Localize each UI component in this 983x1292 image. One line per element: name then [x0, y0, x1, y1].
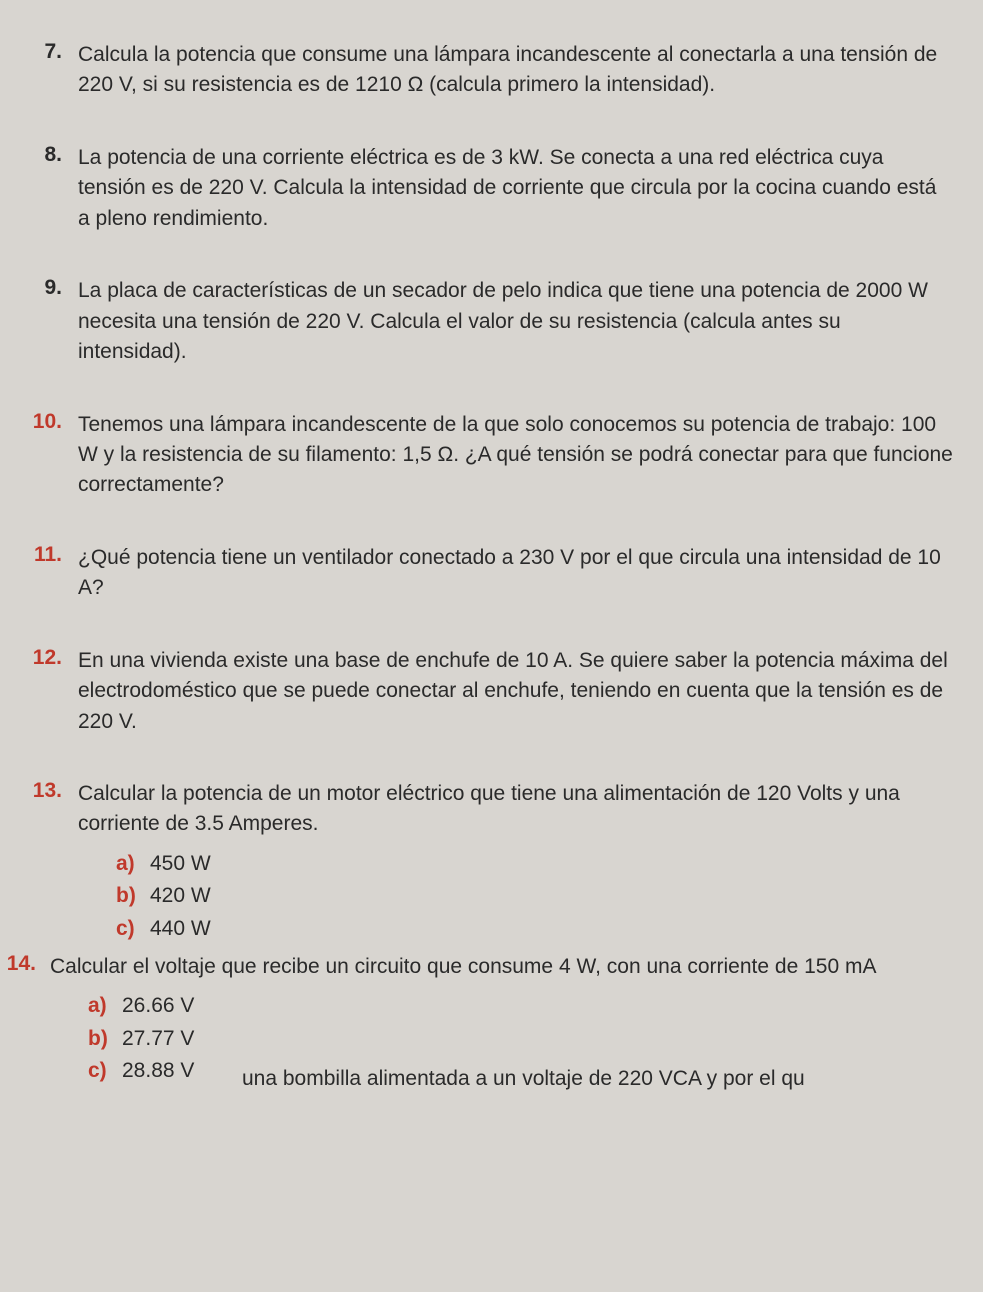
option-b: b) 27.77 V	[88, 1023, 953, 1056]
option-text: 26.66 V	[122, 990, 194, 1023]
question-number: 13.	[30, 779, 78, 803]
question-number: 12.	[30, 646, 78, 670]
option-label: c)	[116, 913, 150, 946]
option-text: 450 W	[150, 848, 211, 881]
question-number: 11.	[30, 543, 78, 567]
option-a: a) 26.66 V	[88, 990, 953, 1023]
option-label: a)	[88, 990, 122, 1023]
option-text: 28.88 V	[122, 1055, 194, 1088]
question-8: 8. La potencia de una corriente eléctric…	[30, 143, 953, 234]
question-text: Calcular el voltaje que recibe un circui…	[50, 955, 876, 978]
question-number: 7.	[30, 40, 78, 64]
options-list: a) 450 W b) 420 W c) 440 W	[78, 848, 953, 946]
question-text: La placa de características de un secado…	[78, 276, 953, 367]
option-text: 440 W	[150, 913, 211, 946]
option-text: 420 W	[150, 880, 211, 913]
option-label: a)	[116, 848, 150, 881]
question-text: La potencia de una corriente eléctrica e…	[78, 143, 953, 234]
question-text: ¿Qué potencia tiene un ventilador conect…	[78, 543, 953, 604]
question-13: 13. Calcular la potencia de un motor elé…	[30, 779, 953, 946]
option-label: b)	[88, 1023, 122, 1056]
option-a: a) 450 W	[116, 848, 953, 881]
question-10: 10. Tenemos una lámpara incandescente de…	[30, 410, 953, 501]
option-label: b)	[116, 880, 150, 913]
question-text: Calcular la potencia de un motor eléctri…	[78, 782, 900, 835]
question-number: 10.	[30, 410, 78, 434]
option-b: b) 420 W	[116, 880, 953, 913]
question-text: Calcula la potencia que consume una lámp…	[78, 40, 953, 101]
option-text: 27.77 V	[122, 1023, 194, 1056]
question-number: 8.	[30, 143, 78, 167]
question-number: 14.	[0, 952, 50, 976]
question-text: En una vivienda existe una base de enchu…	[78, 646, 953, 737]
question-text: Tenemos una lámpara incandescente de la …	[78, 410, 953, 501]
question-number: 9.	[30, 276, 78, 300]
option-c: c) 440 W	[116, 913, 953, 946]
question-9: 9. La placa de características de un sec…	[30, 276, 953, 367]
question-7: 7. Calcula la potencia que consume una l…	[30, 40, 953, 101]
question-12: 12. En una vivienda existe una base de e…	[30, 646, 953, 737]
option-label: c)	[88, 1055, 122, 1088]
question-11: 11. ¿Qué potencia tiene un ventilador co…	[30, 543, 953, 604]
question-body: Calcular la potencia de un motor eléctri…	[78, 779, 953, 946]
